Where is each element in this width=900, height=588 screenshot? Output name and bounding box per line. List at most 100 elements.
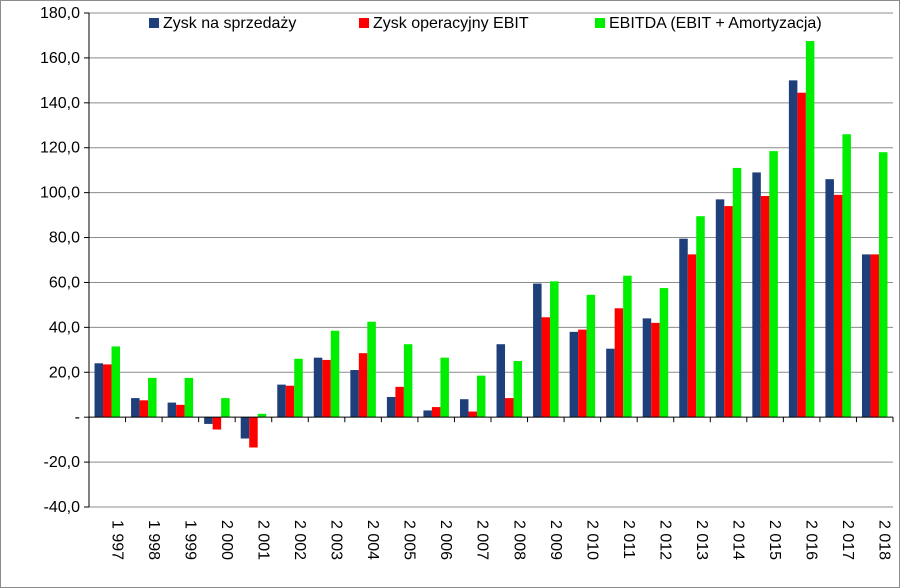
x-tick-label: 2 014 <box>730 520 747 560</box>
bar-3 <box>732 167 742 418</box>
bar-2 <box>139 400 149 418</box>
bar-1 <box>423 410 432 418</box>
x-tick-label: 2 007 <box>474 520 491 560</box>
bar-3 <box>367 321 376 418</box>
x-tick-label: 2 003 <box>328 520 345 560</box>
y-tick-label: -40,0 <box>44 499 81 516</box>
bar-3 <box>403 344 413 418</box>
x-tick-label: 2 004 <box>364 520 381 560</box>
bar-1 <box>679 238 688 418</box>
bar-3 <box>769 151 778 418</box>
x-tick-label: 2 001 <box>254 520 271 560</box>
bar-2 <box>870 254 879 418</box>
x-tick-label: 2 016 <box>803 520 820 560</box>
bar-2 <box>833 194 843 418</box>
bar-2 <box>797 92 806 418</box>
y-axis-ticks: -40,0-20,0-20,040,060,080,0100,0120,0140… <box>40 5 89 516</box>
bar-3 <box>842 134 851 418</box>
bar-2 <box>614 308 624 418</box>
x-tick-label: 2 002 <box>291 520 308 560</box>
bar-1 <box>569 331 579 418</box>
bar-1 <box>131 398 140 418</box>
gridlines <box>89 12 893 508</box>
x-tick-label: 1 997 <box>108 520 125 560</box>
bar-3 <box>476 375 486 418</box>
bar-1 <box>861 254 871 418</box>
bar-3 <box>878 152 888 418</box>
bar-2 <box>395 386 404 418</box>
bar-1 <box>606 348 615 418</box>
bar-2 <box>103 364 112 418</box>
bar-3 <box>623 275 632 418</box>
bar-3 <box>550 281 559 418</box>
legend-swatch-2 <box>359 18 369 28</box>
bar-2 <box>285 385 295 418</box>
legend-label-1: Zysk na sprzedaży <box>163 15 296 32</box>
bar-2 <box>358 353 368 418</box>
x-tick-label: 1 998 <box>145 520 162 560</box>
x-tick-label: 2 008 <box>510 520 527 560</box>
y-tick-label: 60,0 <box>49 274 80 291</box>
bar-1 <box>642 318 652 418</box>
bar-3 <box>440 357 449 418</box>
x-tick-label: 2 009 <box>547 520 564 560</box>
bar-2 <box>322 359 331 418</box>
legend-swatch-3 <box>595 18 605 28</box>
bar-1 <box>240 417 250 439</box>
x-tick-label: 2 010 <box>583 520 600 560</box>
bar-1 <box>715 199 725 418</box>
bar-2 <box>505 398 514 418</box>
bar-3 <box>257 413 267 418</box>
y-tick-label: 120,0 <box>40 140 80 157</box>
x-tick-label: 2 018 <box>876 520 893 560</box>
x-axis-ticks: 1 997 1 998 1 999 2 000 2 001 2 002 2 003 2 004… <box>88 417 894 560</box>
bar-2 <box>212 417 222 430</box>
bar-1 <box>277 384 286 418</box>
legend: Zysk na sprzedaży Zysk operacyjny EBIT EBI… <box>149 15 822 32</box>
bar-1 <box>204 417 213 424</box>
bar-3 <box>586 294 596 418</box>
x-tick-label: 2 000 <box>218 520 235 560</box>
x-tick-label: 1 999 <box>181 520 198 560</box>
bar-2 <box>468 411 477 418</box>
bar-2 <box>541 317 551 418</box>
bar-1 <box>788 80 798 418</box>
legend-swatch-1 <box>149 18 159 28</box>
bar-2 <box>431 407 441 418</box>
bar-3 <box>148 377 157 418</box>
bar-3 <box>294 358 303 418</box>
bar-2 <box>176 404 185 418</box>
bar-3 <box>805 41 815 418</box>
bar-2 <box>651 322 660 418</box>
bar-1 <box>313 357 323 418</box>
y-tick-label: 140,0 <box>40 95 80 112</box>
bar-1 <box>752 172 761 418</box>
y-tick-label: -20,0 <box>44 454 81 471</box>
x-tick-label: 2 017 <box>839 520 856 560</box>
y-tick-label: 100,0 <box>40 185 80 202</box>
x-tick-label: 2 013 <box>693 520 710 560</box>
y-tick-label: 80,0 <box>49 230 80 247</box>
bar-1 <box>533 283 542 418</box>
bar-3 <box>696 216 705 418</box>
bar-2 <box>724 206 733 418</box>
y-tick-label: 180,0 <box>40 5 80 22</box>
bar-2 <box>249 417 258 448</box>
bar-1 <box>350 370 359 418</box>
bar-3 <box>513 361 523 418</box>
bar-1 <box>825 179 834 418</box>
legend-label-2: Zysk operacyjny EBIT <box>373 15 529 32</box>
x-tick-label: 2 015 <box>766 520 783 560</box>
bar-3 <box>111 346 121 418</box>
bar-3 <box>330 330 340 418</box>
bar-3 <box>221 398 230 418</box>
bar-3 <box>659 288 669 418</box>
x-tick-label: 2 012 <box>656 520 673 560</box>
bar-1 <box>94 363 104 418</box>
y-tick-label: 40,0 <box>49 319 80 336</box>
x-tick-label: 2 005 <box>401 520 418 560</box>
x-tick-label: 2 006 <box>437 520 454 560</box>
bar-2 <box>687 254 697 418</box>
